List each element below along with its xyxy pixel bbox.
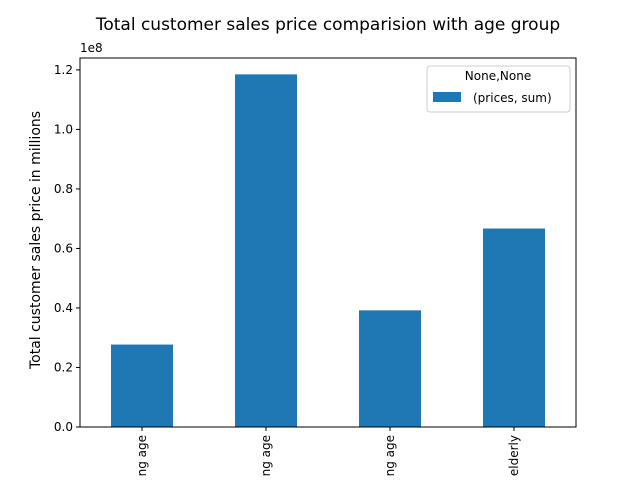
bar-1 (235, 74, 297, 427)
bar-2 (359, 310, 421, 427)
y-ticks-group: 0.0 0.2 0.4 0.6 0.8 1.0 1.2 (54, 63, 80, 434)
legend: None,None (prices, sum) (426, 65, 571, 113)
legend-entry-label: (prices, sum) (473, 91, 552, 105)
x-tick-label-0: ng age (135, 435, 149, 476)
bar-0 (111, 344, 173, 427)
bar-3 (483, 228, 545, 427)
y-axis-offset-label: 1e8 (80, 41, 103, 55)
x-tick-label-3: elderly (507, 435, 521, 476)
bars-group (111, 74, 545, 427)
x-ticks-group: ng age ng age ng age elderly (135, 427, 521, 476)
x-tick-label-1: ng age (259, 435, 273, 476)
y-tick-label-1: 0.2 (54, 360, 73, 374)
y-tick-label-0: 0.0 (54, 420, 73, 434)
x-tick-label-2: ng age (383, 435, 397, 476)
legend-swatch (433, 92, 461, 102)
plot-area-frame (79, 57, 577, 428)
y-tick-label-3: 0.6 (54, 241, 73, 255)
y-tick-label-2: 0.4 (54, 301, 73, 315)
legend-title: None,None (465, 69, 531, 83)
y-tick-label-6: 1.2 (54, 63, 73, 77)
chart-title: Total customer sales price comparision w… (95, 15, 560, 35)
y-tick-label-4: 0.8 (54, 182, 73, 196)
y-axis-label: Total customer sales price in millions (28, 111, 44, 370)
legend-box (426, 65, 571, 113)
y-tick-label-5: 1.0 (54, 122, 73, 136)
